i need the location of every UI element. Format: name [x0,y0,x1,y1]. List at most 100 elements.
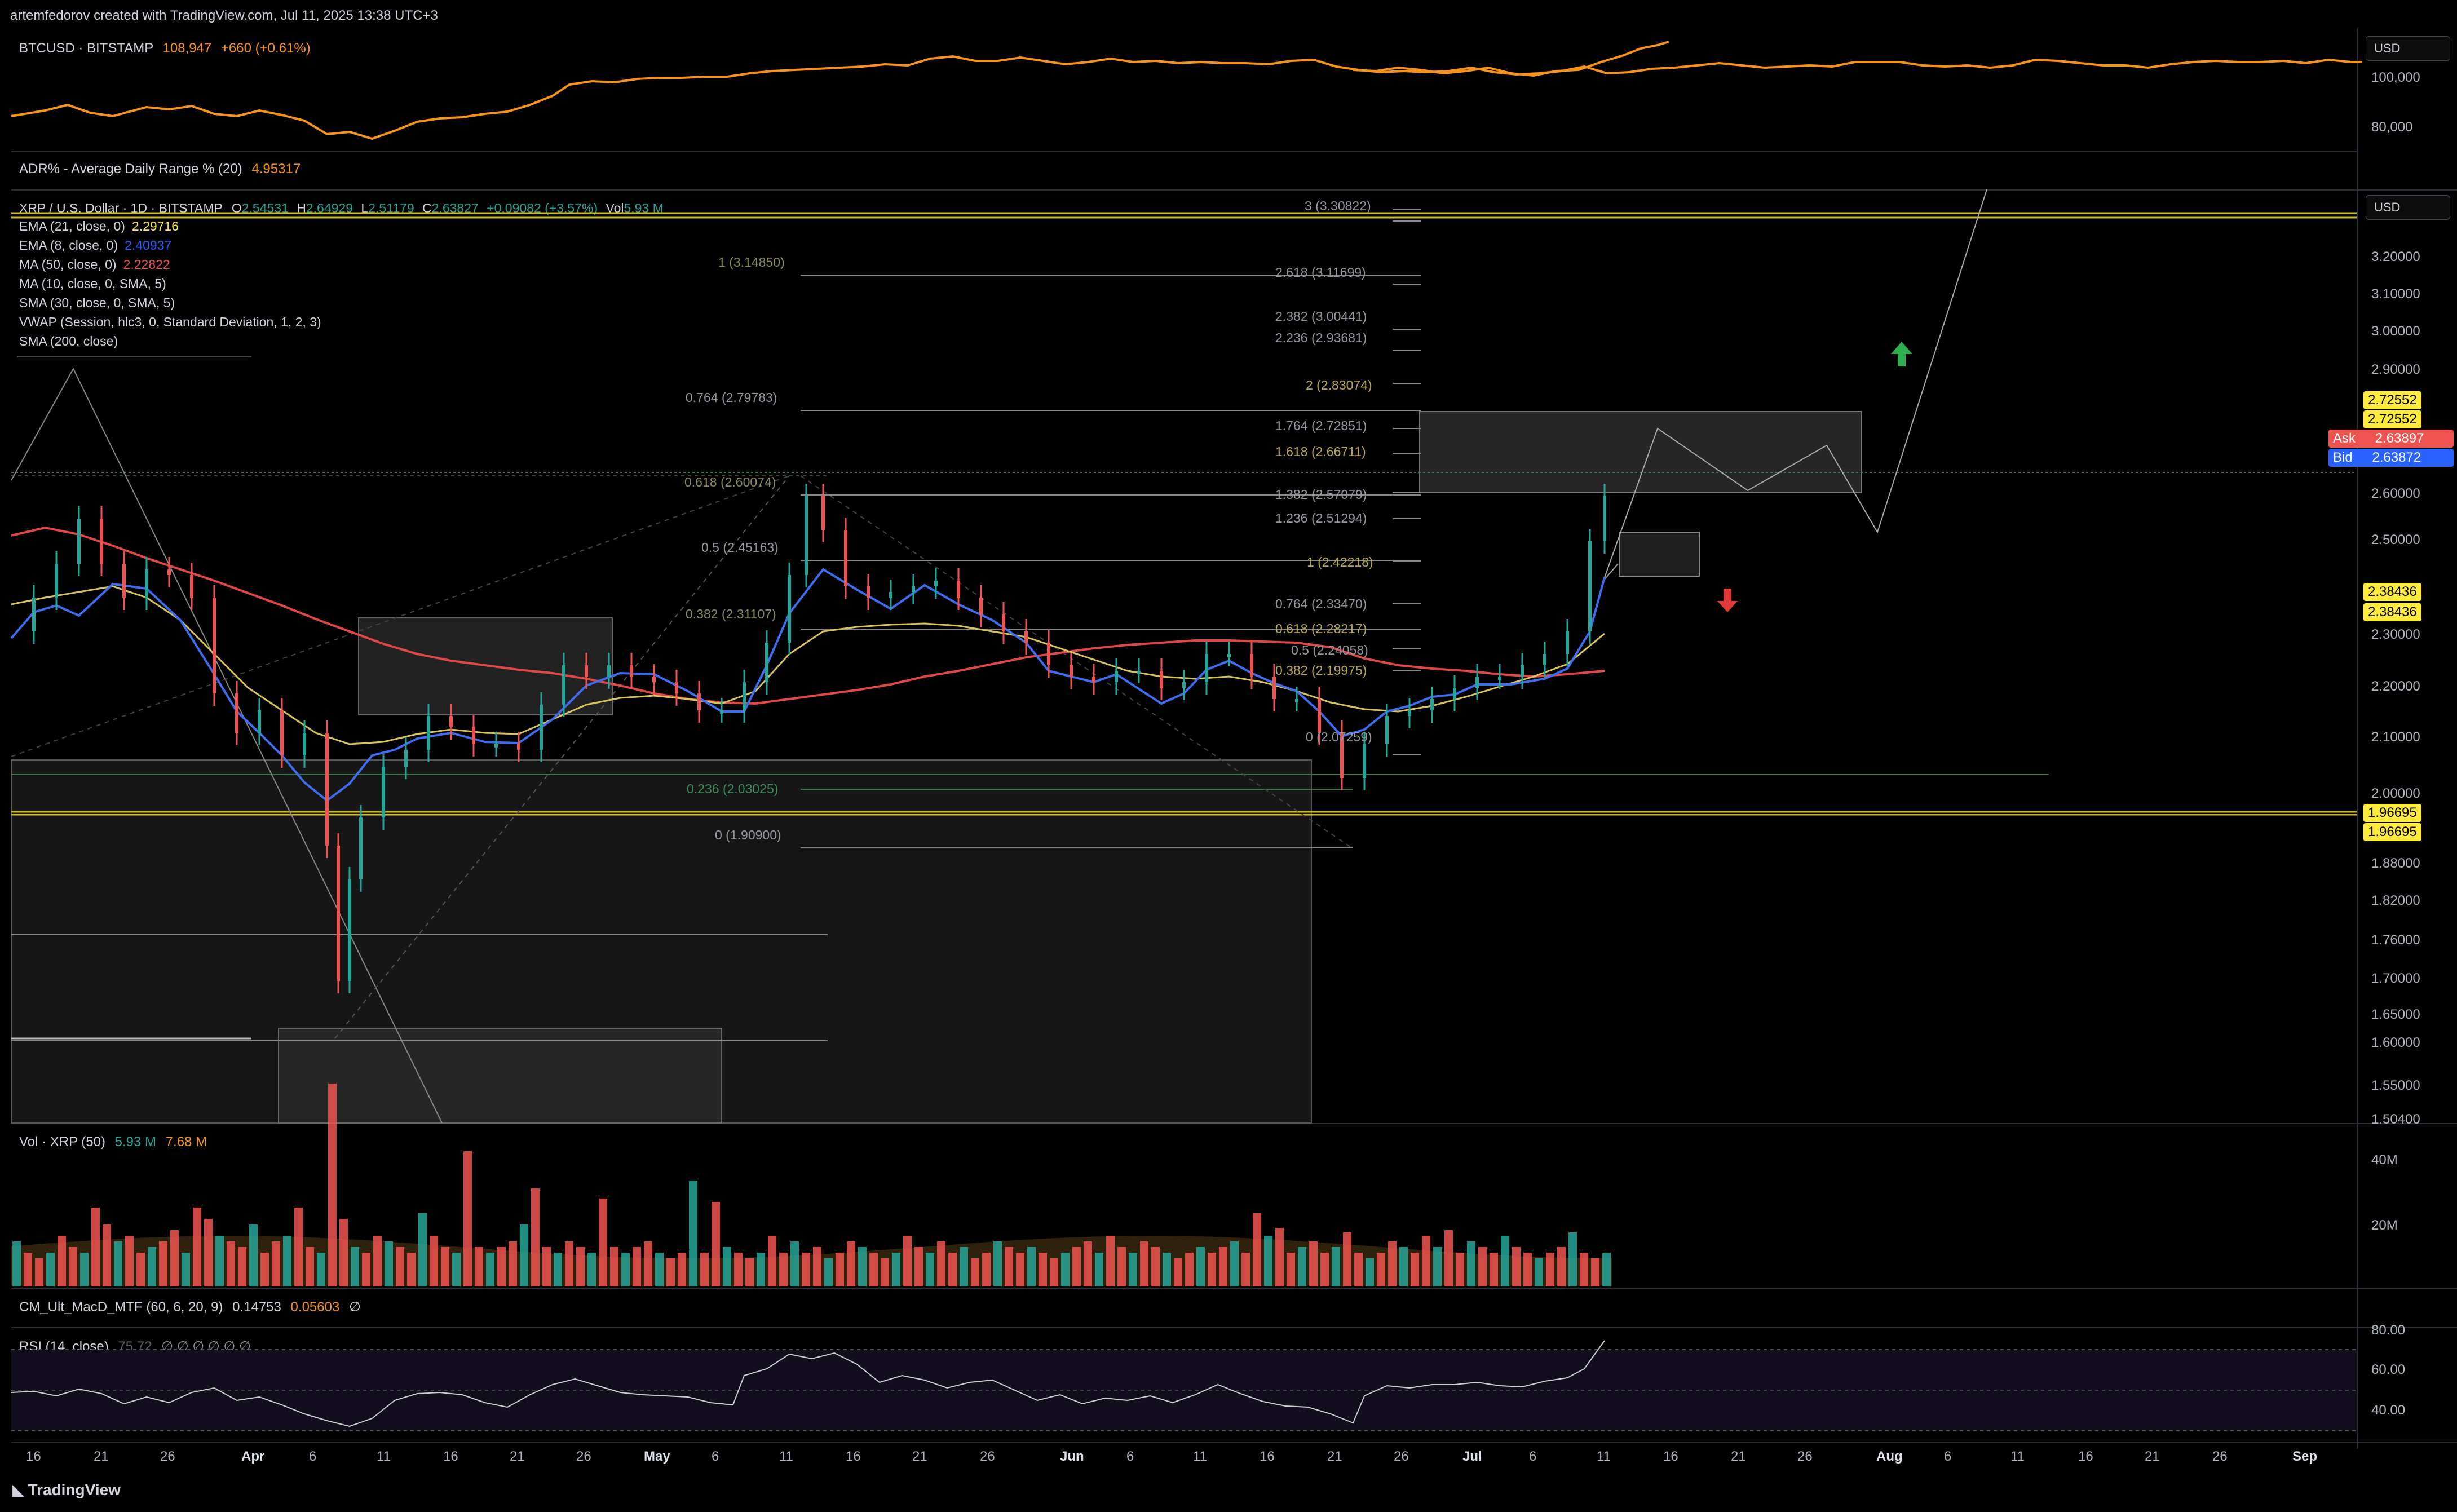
up-arrow-icon[interactable] [1890,341,1914,368]
btc-legend[interactable]: BTCUSD · BITSTAMP 108,947 +660 (+0.61%) [19,41,311,56]
volume-bar [1230,1241,1239,1286]
indicator-row[interactable]: SMA (200, close) [19,334,118,349]
indicator-name: VWAP (Session, hlc3, 0, Standard Deviati… [19,315,321,329]
volume-bar [1163,1253,1171,1286]
time-axis-tick: 26 [160,1449,175,1464]
volume-bar [339,1219,348,1286]
candle-body [325,733,329,846]
volume-bar [926,1253,934,1286]
candle-body [1250,654,1253,677]
indicator-row[interactable]: EMA (8, close, 0) 2.40937 [19,238,171,253]
volume-bar [1478,1247,1487,1286]
candle-body [720,710,723,714]
candle-body [494,744,498,748]
volume-bar [621,1253,630,1286]
volume-bar [779,1253,788,1286]
time-axis-tick: 26 [1394,1449,1409,1464]
main-currency-button[interactable]: USD [2366,195,2450,220]
pane-divider [11,189,2457,191]
price-axis-tick: 2.10000 [2371,730,2420,745]
volume-bar [148,1247,156,1286]
candle-body [934,581,938,586]
volume-bar [170,1230,179,1286]
time-axis-tick: May [644,1449,670,1464]
open-label: O [231,201,242,215]
pane-divider [11,151,2357,152]
ask-price-tag: Ask 2.63897 [2328,430,2454,448]
candle-body [1408,710,1411,716]
macd-legend[interactable]: CM_Ult_MacD_MTF (60, 6, 20, 9) 0.14753 0… [19,1299,361,1315]
volume-bar [666,1258,675,1286]
volume-bar [599,1199,607,1286]
indicator-row[interactable]: EMA (21, close, 0) 2.29716 [19,219,179,234]
volume-current: 5.93 M [114,1134,156,1150]
fib-level-label: 2.236 (2.93681) [1275,330,1367,345]
time-axis-tick: 16 [1260,1449,1275,1464]
volume-bar [1287,1253,1295,1286]
btc-axis-tick: 100,000 [2371,70,2420,85]
indicator-row[interactable]: MA (50, close, 0) 2.22822 [19,257,170,272]
level-price-tag: 2.38436 [2363,603,2421,621]
btc-symbol: BTCUSD · BITSTAMP [19,41,153,56]
volume-bar [1219,1247,1227,1286]
candle-body [957,581,960,598]
volume-bar [35,1258,43,1286]
btc-currency-button[interactable]: USD [2366,36,2450,61]
volume-bar [1061,1253,1070,1286]
volume-bar [1117,1247,1126,1286]
time-axis-tick: 6 [712,1449,719,1464]
volume-bar [1444,1230,1453,1286]
volume-bar [58,1236,66,1286]
volume-bar [1602,1253,1611,1286]
candle-body [1272,677,1276,699]
adr-legend[interactable]: ADR% - Average Daily Range % (20) 4.9531… [19,161,301,177]
volume-bar [881,1258,889,1286]
candle-body [213,598,216,693]
volume-bar [1501,1236,1509,1286]
volume-bar [227,1241,235,1286]
fib-level-label: 0.5 (2.24058) [1291,643,1368,657]
volume-bar [260,1253,269,1286]
volume-bar [328,1084,337,1286]
volume-bar [971,1258,979,1286]
time-axis-tick: 6 [1126,1449,1134,1464]
time-axis-tick: Apr [241,1449,265,1464]
volume-bar [294,1208,303,1286]
indicator-row[interactable]: SMA (30, close, 0, SMA, 5) [19,295,175,311]
tradingview-logo[interactable]: ◣ TradingView [12,1480,121,1499]
rsi-axis-tick: 40.00 [2371,1403,2406,1418]
volume-bar [1332,1247,1340,1286]
volume-bar [385,1241,393,1286]
volume-average: 7.68 M [165,1134,207,1150]
fib-level-label: 0.236 (2.03025) [687,781,779,796]
candle-body [1227,654,1231,657]
volume-bar [993,1241,1002,1286]
volume-bar [1174,1258,1182,1286]
volume-pane-label: Vol · XRP (50) [19,1134,105,1150]
time-axis-tick: Jul [1462,1449,1482,1464]
dashed-trendline [11,475,790,757]
time-axis-tick: 26 [1797,1449,1813,1464]
indicator-row[interactable]: MA (10, close, 0, SMA, 5) [19,276,166,291]
macd-value-2: 0.05603 [290,1299,340,1315]
candle-body [1047,643,1050,665]
volume-bar [610,1247,618,1286]
ma50-line [11,526,1605,705]
candle-body [348,879,351,981]
price-axis-tick: 2.00000 [2371,786,2420,801]
level-price-tag: 2.38436 [2363,583,2421,601]
candle-body [1070,665,1073,677]
volume-bar [238,1247,246,1286]
price-axis-tick: 2.20000 [2371,679,2420,694]
candle-body [675,682,678,693]
bid-value: 2.63872 [2372,450,2421,465]
volume-legend[interactable]: Vol · XRP (50) 5.93 M 7.68 M [19,1134,207,1150]
fib-level-label: 2.382 (3.00441) [1275,309,1367,324]
down-arrow-icon[interactable] [1716,587,1739,613]
volume-bar [858,1247,867,1286]
time-axis-tick: 6 [1529,1449,1537,1464]
volume-bar [1354,1253,1363,1286]
volume-bar [418,1213,427,1286]
indicator-row[interactable]: VWAP (Session, hlc3, 0, Standard Deviati… [19,315,321,330]
